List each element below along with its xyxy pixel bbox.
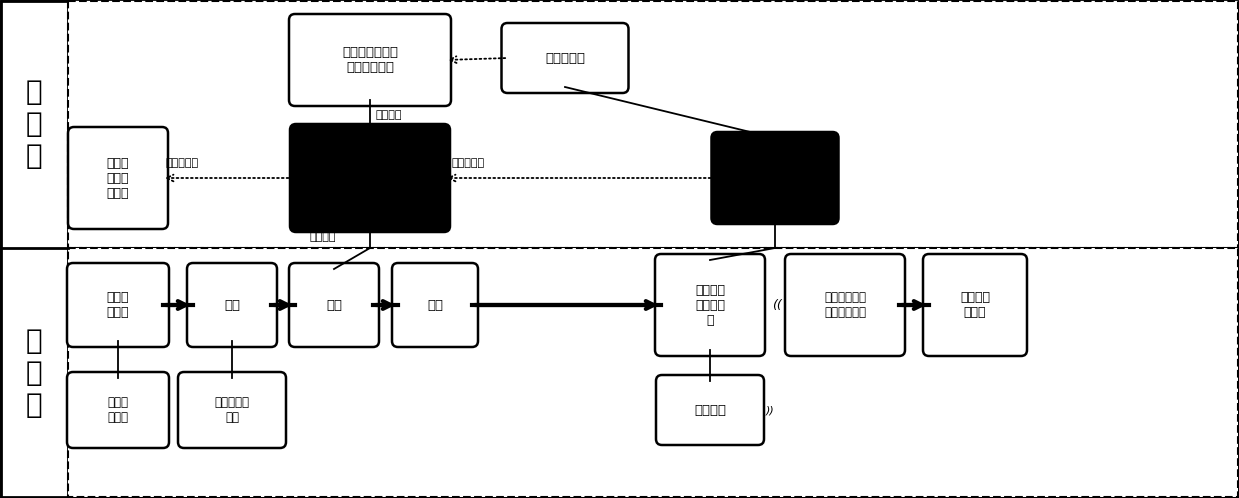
Text: 无线终接口适
端用户配模块: 无线终接口适 端用户配模块 <box>824 291 866 319</box>
Text: 东西向接口: 东西向接口 <box>452 158 486 168</box>
Text: 工业以太网用户
设备配置模块: 工业以太网用户 设备配置模块 <box>342 46 398 74</box>
FancyBboxPatch shape <box>68 1 1238 248</box>
Text: 网关: 网关 <box>427 298 444 312</box>
Text: ((: (( <box>772 298 782 312</box>
FancyBboxPatch shape <box>1 1 68 497</box>
FancyBboxPatch shape <box>68 248 1238 497</box>
FancyBboxPatch shape <box>290 124 450 232</box>
FancyBboxPatch shape <box>67 372 169 448</box>
FancyBboxPatch shape <box>923 254 1027 356</box>
FancyBboxPatch shape <box>178 372 286 448</box>
FancyBboxPatch shape <box>289 14 451 106</box>
Text: 网络转换器: 网络转换器 <box>545 51 585 65</box>
FancyBboxPatch shape <box>711 132 839 224</box>
FancyBboxPatch shape <box>502 23 628 93</box>
Text: 无线网络
用户面模
块: 无线网络 用户面模 块 <box>695 283 725 327</box>
FancyBboxPatch shape <box>67 263 169 347</box>
Text: )): )) <box>766 405 774 415</box>
FancyBboxPatch shape <box>68 127 169 229</box>
Text: 东西向接口: 东西向接口 <box>166 158 199 168</box>
Text: 工业以太网
终端: 工业以太网 终端 <box>214 396 249 424</box>
Text: 现场总
线终端: 现场总 线终端 <box>108 396 129 424</box>
FancyBboxPatch shape <box>187 263 278 347</box>
FancyBboxPatch shape <box>392 263 478 347</box>
Text: 用
户
面: 用 户 面 <box>26 327 42 419</box>
FancyBboxPatch shape <box>289 263 379 347</box>
Text: 北向接口: 北向接口 <box>375 110 401 120</box>
FancyBboxPatch shape <box>786 254 904 356</box>
Text: 现场总
线网络: 现场总 线网络 <box>107 291 129 319</box>
Text: 控
制
面: 控 制 面 <box>26 78 42 170</box>
Text: 无线终端: 无线终端 <box>694 403 726 416</box>
FancyBboxPatch shape <box>655 375 764 445</box>
Text: 网桥: 网桥 <box>224 298 240 312</box>
FancyBboxPatch shape <box>655 254 764 356</box>
Text: 工业以太
网终端: 工业以太 网终端 <box>960 291 990 319</box>
Text: 南向接口: 南向接口 <box>310 232 337 242</box>
Text: 网桥: 网桥 <box>326 298 342 312</box>
Text: 现场总
线网络
控制器: 现场总 线网络 控制器 <box>107 156 129 200</box>
